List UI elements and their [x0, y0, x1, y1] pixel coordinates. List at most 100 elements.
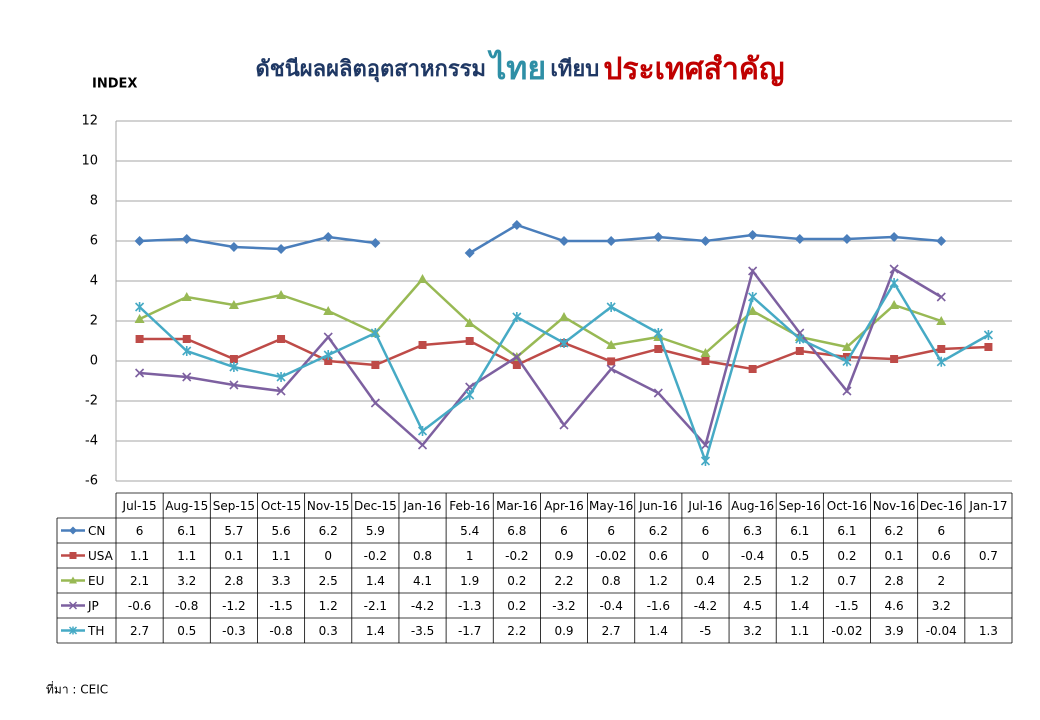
- marker: [417, 440, 428, 450]
- y-tick-label: -2: [85, 394, 98, 409]
- table-value: 0: [702, 549, 710, 563]
- table-value: 6.3: [743, 524, 762, 538]
- legend-marker: [69, 576, 77, 584]
- table-value: 1.1: [790, 624, 809, 638]
- marker: [417, 274, 428, 283]
- source: ที่มา : CEIC: [46, 681, 108, 697]
- marker: [607, 357, 616, 366]
- marker-shape: [69, 576, 77, 584]
- table-value: -0.02: [831, 624, 862, 638]
- table-value: 5.7: [224, 524, 243, 538]
- marker-shape: [936, 236, 947, 246]
- marker: [229, 362, 239, 372]
- marker-shape: [465, 390, 475, 400]
- x-tick-label: Feb-16: [449, 499, 490, 513]
- marker: [135, 335, 144, 343]
- marker-shape: [559, 236, 569, 246]
- x-tick-label: Aug-16: [731, 499, 774, 513]
- table-value: -1.7: [458, 624, 481, 638]
- marker: [795, 334, 805, 344]
- marker: [182, 346, 192, 356]
- marker-shape: [559, 338, 569, 348]
- x-tick-label: Aug-15: [165, 499, 208, 513]
- table-value: 1.3: [979, 624, 998, 638]
- marker: [512, 312, 522, 322]
- marker: [465, 337, 474, 345]
- table-value: 6.1: [837, 524, 856, 538]
- marker-shape: [795, 334, 805, 344]
- y-tick-label: 4: [90, 274, 98, 289]
- title-part: เทียบ: [550, 57, 599, 82]
- marker-shape: [69, 526, 77, 535]
- legend-marker: [68, 601, 78, 610]
- table-value: 4.1: [413, 574, 432, 588]
- chart-title: ดัชนีผลผลิตอุตสาหกรรม ไทย เทียบ ประเทศสำ…: [255, 49, 784, 87]
- marker: [370, 238, 381, 248]
- marker: [936, 292, 946, 302]
- table-value: 0.2: [507, 599, 526, 613]
- marker-shape: [842, 356, 852, 367]
- marker-shape: [794, 234, 805, 244]
- table-value: 1.4: [366, 624, 385, 638]
- marker: [984, 343, 993, 351]
- marker-shape: [559, 420, 569, 430]
- marker-shape: [842, 386, 852, 396]
- table-value: -1.6: [647, 599, 670, 613]
- table-value: 1.1: [130, 549, 149, 563]
- marker: [700, 236, 711, 246]
- marker-shape: [370, 238, 381, 248]
- table-value: 1: [466, 549, 474, 563]
- x-tick-label: Jun-16: [638, 499, 677, 513]
- marker-shape: [607, 357, 616, 366]
- table-value: 0.5: [177, 624, 196, 638]
- marker-shape: [653, 328, 663, 338]
- legend-label: TH: [87, 624, 104, 638]
- marker: [229, 380, 239, 390]
- marker-shape: [68, 601, 78, 610]
- marker: [135, 368, 145, 378]
- table-value: 1.1: [177, 549, 196, 563]
- marker-shape: [512, 361, 521, 369]
- marker: [842, 386, 852, 396]
- marker-shape: [277, 335, 286, 343]
- table-value: 3.2: [932, 599, 951, 613]
- marker: [889, 264, 899, 274]
- marker-shape: [841, 342, 852, 351]
- table-value: 0.7: [837, 574, 856, 588]
- table-value: -5: [699, 624, 711, 638]
- x-tick-label: Mar-16: [496, 499, 537, 513]
- table-value: -0.2: [505, 549, 528, 563]
- marker-shape: [890, 355, 899, 363]
- marker-shape: [134, 236, 145, 246]
- marker: [512, 352, 522, 362]
- marker-shape: [700, 348, 711, 357]
- y-tick-label: 0: [90, 354, 98, 369]
- table-value: 6.8: [507, 524, 526, 538]
- table-value: 6.2: [649, 524, 668, 538]
- marker: [747, 230, 758, 240]
- table-value: -1.5: [269, 599, 292, 613]
- marker: [371, 361, 380, 369]
- table-value: 6.1: [177, 524, 196, 538]
- table-value: 0.2: [507, 574, 526, 588]
- marker-shape: [700, 236, 711, 246]
- marker-shape: [465, 337, 474, 345]
- table-value: 2.2: [507, 624, 526, 638]
- marker: [747, 306, 758, 315]
- marker: [606, 364, 616, 374]
- marker-shape: [606, 302, 616, 312]
- table-value: 1.4: [790, 599, 809, 613]
- marker-shape: [700, 456, 711, 466]
- marker: [417, 426, 428, 436]
- marker: [276, 372, 286, 382]
- table-value: 4.6: [885, 599, 904, 613]
- table-value: 2.7: [602, 624, 621, 638]
- marker-shape: [68, 626, 78, 635]
- x-tick-label: Apr-16: [544, 499, 584, 513]
- table-value: -0.8: [175, 599, 198, 613]
- table-value: 2.5: [319, 574, 338, 588]
- table-value: -1.5: [835, 599, 858, 613]
- table-value: 1.9: [460, 574, 479, 588]
- y-tick-label: 8: [90, 194, 98, 209]
- table-value: 5.4: [460, 524, 479, 538]
